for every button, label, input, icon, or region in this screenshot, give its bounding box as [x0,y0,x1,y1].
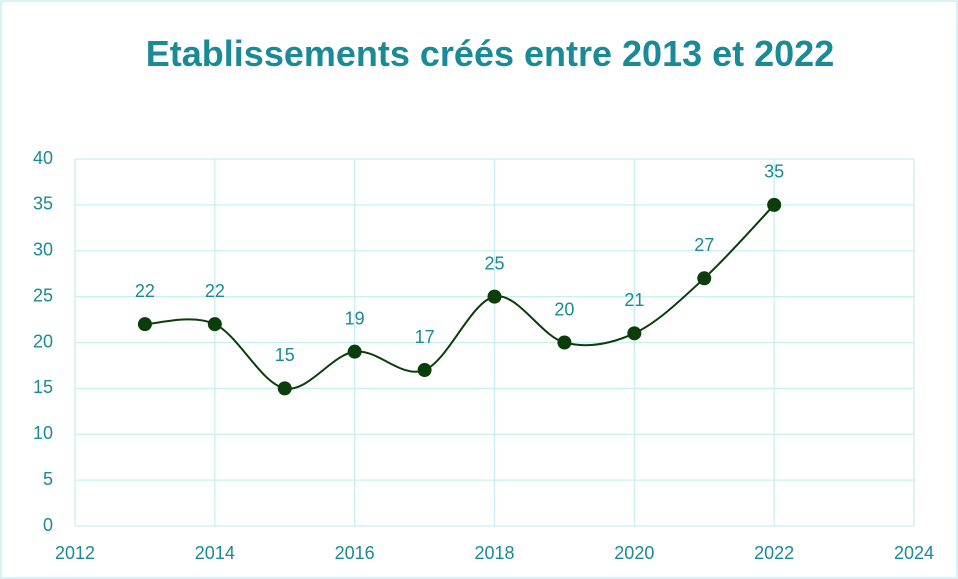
data-label: 27 [694,235,714,255]
y-tick-label: 30 [33,240,53,260]
x-tick-label: 2012 [55,543,95,563]
marker [697,271,712,286]
data-label: 22 [205,281,225,301]
marker [487,289,502,304]
line [144,204,775,390]
y-tick-label: 20 [33,331,53,351]
data-label: 15 [275,345,295,365]
marker [627,326,642,341]
y-tick-label: 10 [33,423,53,443]
y-tick-label: 25 [33,285,53,305]
x-tick-label: 2018 [474,543,514,563]
data-label: 35 [764,162,784,182]
marker [137,317,152,332]
marker [767,197,782,212]
marker [417,363,432,378]
marker [557,335,572,350]
y-tick-label: 40 [33,148,53,168]
x-tick-label: 2014 [195,543,235,563]
marker [277,381,292,396]
marker [347,344,362,359]
data-label: 22 [135,281,155,301]
data-label: 21 [624,290,644,310]
y-tick-label: 5 [43,469,53,489]
data-label: 25 [484,253,504,273]
y-tick-label: 15 [33,377,53,397]
data-label: 20 [554,299,574,319]
y-tick-label: 35 [33,194,53,214]
data-label: 19 [345,308,365,328]
x-tick-label: 2016 [335,543,375,563]
x-tick-label: 2020 [614,543,654,563]
x-tick-label: 2022 [754,543,794,563]
x-tick-label: 2024 [894,543,934,563]
data-label: 17 [415,327,435,347]
marker [207,317,222,332]
y-tick-label: 0 [43,515,53,535]
chart-title: Etablissements créés entre 2013 et 2022 [145,33,835,74]
